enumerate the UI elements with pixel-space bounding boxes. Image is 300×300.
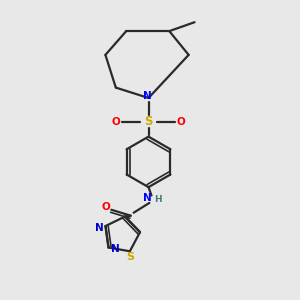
Text: N: N	[94, 223, 103, 232]
Text: O: O	[177, 117, 186, 127]
Text: H: H	[154, 195, 162, 204]
Text: O: O	[111, 117, 120, 127]
Text: S: S	[126, 252, 134, 262]
Text: N: N	[143, 91, 152, 101]
Text: S: S	[144, 115, 153, 128]
Text: N: N	[143, 194, 152, 203]
Text: O: O	[101, 202, 110, 212]
Text: N: N	[111, 244, 119, 254]
